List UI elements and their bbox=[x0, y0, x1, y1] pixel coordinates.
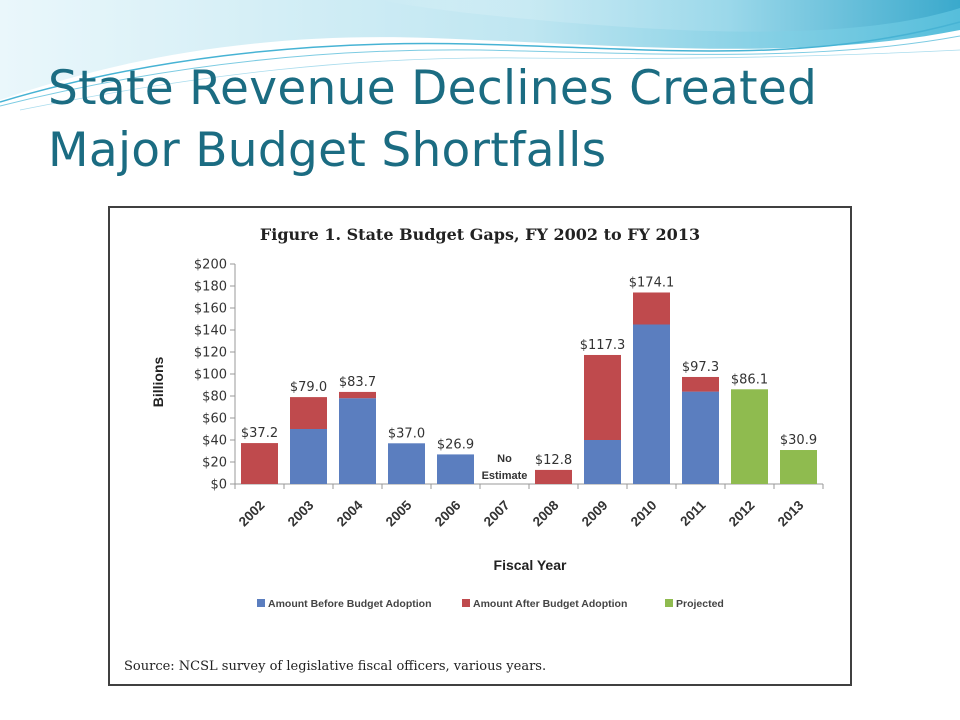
bar-2005-amount-before-budget-adoption bbox=[388, 443, 425, 484]
x-tick-label-2006: 2006 bbox=[432, 497, 464, 529]
bar-2011-amount-after-budget-adoption bbox=[682, 376, 719, 392]
bar-2008-amount-after-budget-adoption bbox=[535, 469, 572, 484]
slide-title: State Revenue Declines Created Major Bud… bbox=[48, 58, 928, 182]
y-tick-label: $140 bbox=[194, 324, 227, 339]
legend-swatch-projected bbox=[665, 599, 673, 607]
bar-2011-amount-before-budget-adoption bbox=[682, 391, 719, 484]
annotation-no-estimate-line-2: Estimate bbox=[482, 470, 528, 482]
x-tick-label-2002: 2002 bbox=[236, 498, 268, 530]
y-tick-label: $200 bbox=[194, 258, 227, 273]
data-label-2010: $174.1 bbox=[629, 275, 675, 290]
x-tick-label-2013: 2013 bbox=[775, 497, 807, 529]
legend-swatch-amount-after-budget-adoption bbox=[462, 599, 470, 607]
bar-2010-amount-before-budget-adoption bbox=[633, 324, 670, 484]
y-tick-label: $80 bbox=[202, 390, 227, 405]
legend-swatch-amount-before-budget-adoption bbox=[257, 599, 265, 607]
bar-2012-projected bbox=[731, 389, 768, 484]
y-tick-label: $40 bbox=[202, 434, 227, 449]
bar-2004-amount-after-budget-adoption bbox=[339, 391, 376, 399]
y-tick-label: $180 bbox=[194, 280, 227, 295]
x-tick-label-2009: 2009 bbox=[579, 498, 611, 530]
bar-2003-amount-after-budget-adoption bbox=[290, 397, 327, 429]
slide-title-line-1: State Revenue Declines Created bbox=[48, 61, 818, 116]
y-tick-label: $120 bbox=[194, 346, 227, 361]
bar-2004-amount-before-budget-adoption bbox=[339, 398, 376, 484]
annotation-no-estimate-line-1: No bbox=[497, 453, 512, 465]
bar-2002-amount-after-budget-adoption bbox=[241, 443, 278, 484]
y-tick-label: $60 bbox=[202, 412, 227, 427]
y-tick-label: $0 bbox=[210, 478, 227, 493]
x-tick-label-2008: 2008 bbox=[530, 497, 562, 529]
legend-label-projected: Projected bbox=[676, 598, 724, 610]
legend-label-amount-before-budget-adoption: Amount Before Budget Adoption bbox=[268, 598, 432, 610]
bar-2009-amount-after-budget-adoption bbox=[584, 354, 621, 440]
header-wave-decoration bbox=[0, 0, 960, 111]
x-tick-label-2005: 2005 bbox=[383, 497, 415, 529]
budget-gap-chart: Figure 1. State Budget Gaps, FY 2002 to … bbox=[124, 225, 824, 674]
data-label-2006: $26.9 bbox=[437, 437, 474, 452]
data-label-2005: $37.0 bbox=[388, 426, 425, 441]
data-label-2009: $117.3 bbox=[580, 338, 626, 353]
x-tick-label-2010: 2010 bbox=[628, 498, 660, 530]
x-axis-label: Fiscal Year bbox=[494, 557, 567, 573]
bar-2006-amount-before-budget-adoption bbox=[437, 454, 474, 484]
y-tick-label: $160 bbox=[194, 302, 227, 317]
bar-2003-amount-before-budget-adoption bbox=[290, 429, 327, 484]
chart-source-note: Source: NCSL survey of legislative fisca… bbox=[124, 659, 546, 674]
data-label-2003: $79.0 bbox=[290, 380, 327, 395]
data-label-2013: $30.9 bbox=[780, 433, 817, 448]
chart-panel: Figure 1. State Budget Gaps, FY 2002 to … bbox=[108, 206, 852, 686]
data-label-2002: $37.2 bbox=[241, 426, 278, 441]
x-tick-label-2004: 2004 bbox=[334, 497, 366, 529]
bar-2009-amount-before-budget-adoption bbox=[584, 440, 621, 484]
slide-title-line-2: Major Budget Shortfalls bbox=[48, 123, 607, 178]
data-label-2011: $97.3 bbox=[682, 360, 719, 375]
bar-2010-amount-after-budget-adoption bbox=[633, 292, 670, 325]
data-label-2008: $12.8 bbox=[535, 453, 572, 468]
chart-title: Figure 1. State Budget Gaps, FY 2002 to … bbox=[260, 225, 700, 244]
y-tick-label: $100 bbox=[194, 368, 227, 383]
data-label-2012: $86.1 bbox=[731, 372, 768, 387]
x-tick-label-2011: 2011 bbox=[677, 497, 709, 529]
y-axis-label: Billions bbox=[150, 357, 166, 408]
x-tick-label-2012: 2012 bbox=[726, 498, 758, 530]
y-tick-label: $20 bbox=[202, 456, 227, 471]
bar-2013-projected bbox=[780, 450, 817, 484]
x-tick-label-2003: 2003 bbox=[285, 497, 317, 529]
legend-label-amount-after-budget-adoption: Amount After Budget Adoption bbox=[473, 598, 627, 610]
data-label-2004: $83.7 bbox=[339, 375, 376, 390]
x-tick-label-2007: 2007 bbox=[481, 498, 513, 530]
